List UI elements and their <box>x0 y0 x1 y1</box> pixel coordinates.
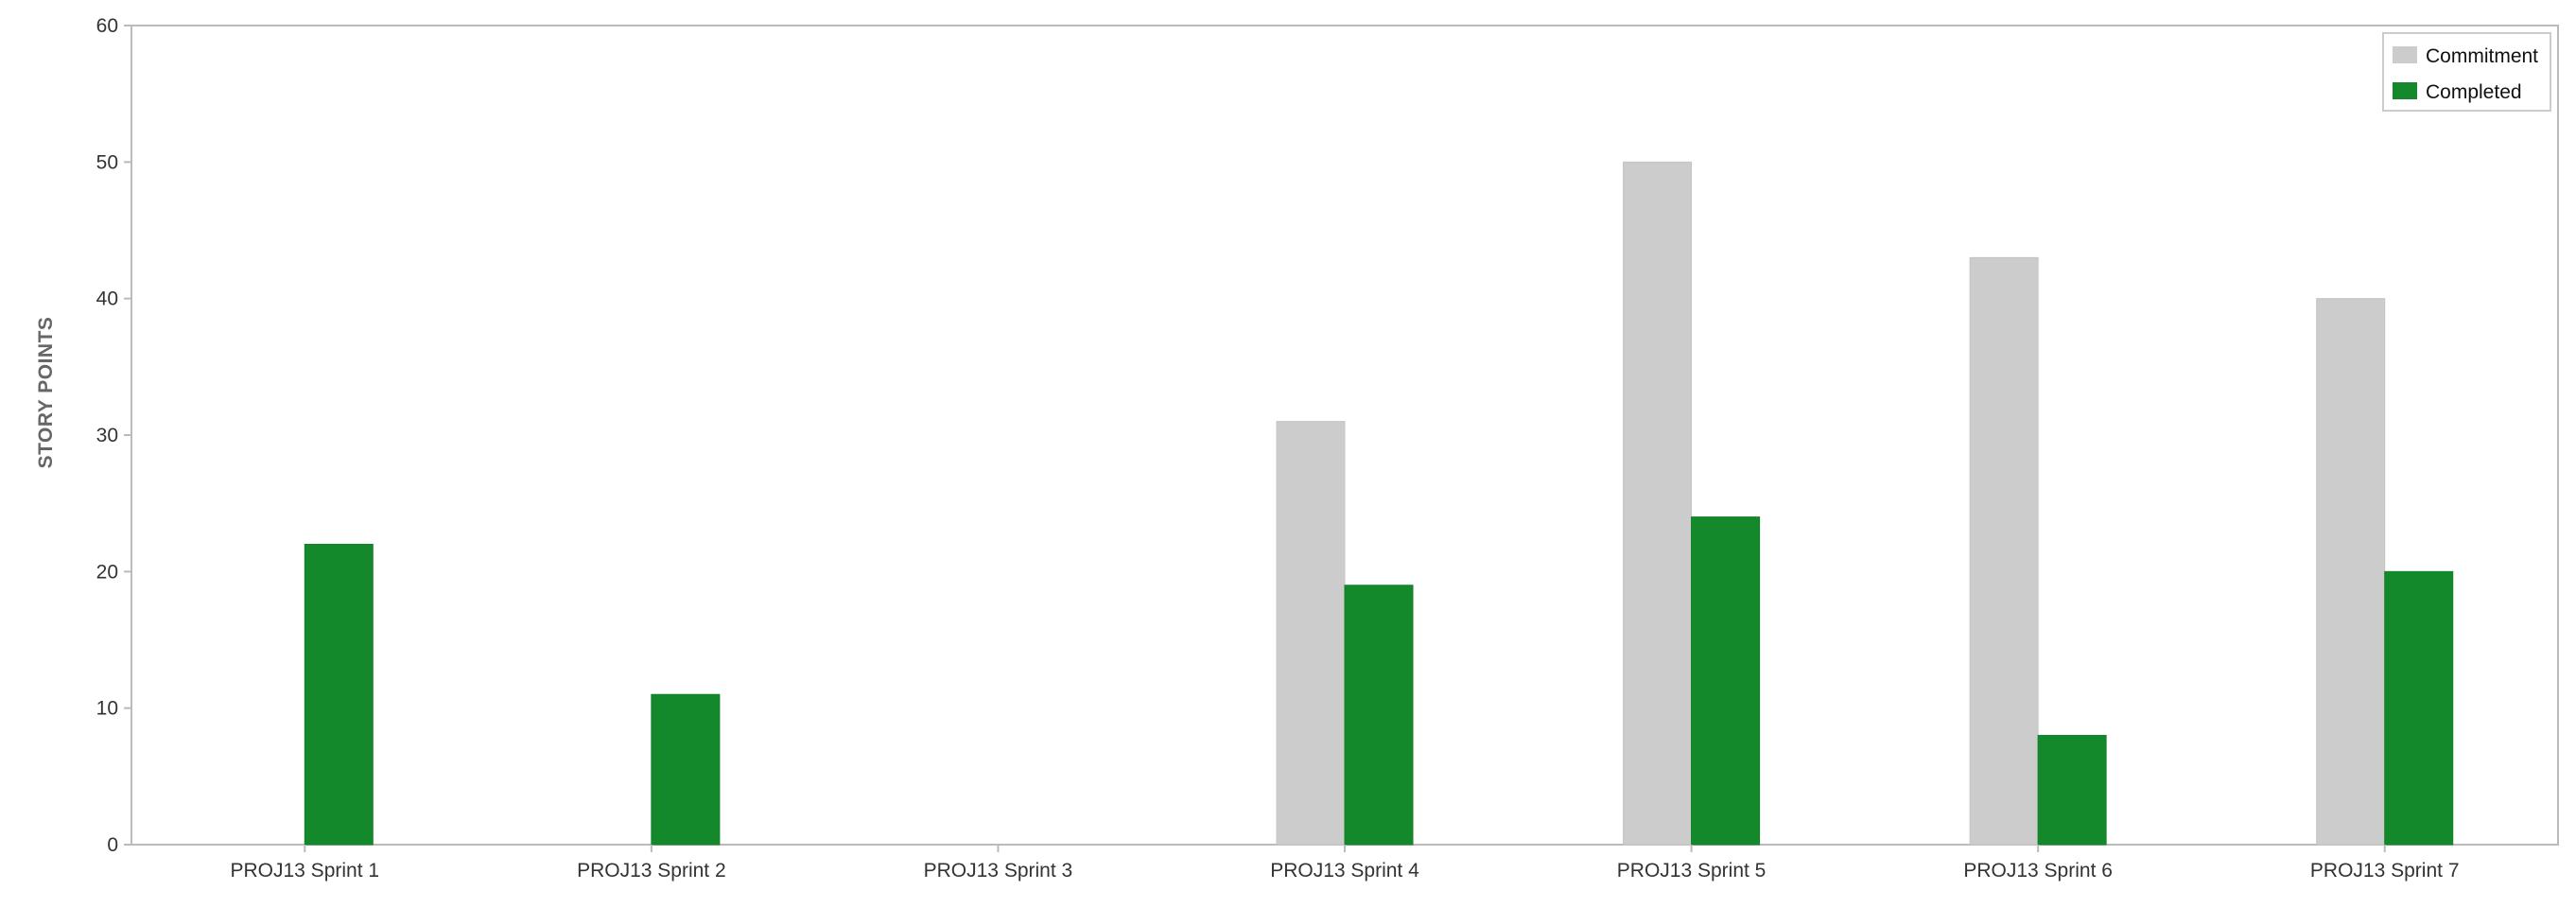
legend-swatch-completed-icon <box>2393 82 2417 99</box>
bar-completed-2[interactable] <box>651 693 721 846</box>
x-tick-label: PROJ13 Sprint 7 <box>2310 860 2460 882</box>
y-tick-label: 20 <box>96 561 118 583</box>
y-tick-label: 10 <box>96 698 118 720</box>
bar-completed-5[interactable] <box>1691 516 1761 846</box>
x-tick-label: PROJ13 Sprint 3 <box>924 860 1073 882</box>
bar-completed-1[interactable] <box>304 543 374 846</box>
bar-commitment-5[interactable] <box>1623 161 1693 846</box>
x-tick-label: PROJ13 Sprint 2 <box>577 860 726 882</box>
x-tick-label: PROJ13 Sprint 6 <box>1963 860 2113 882</box>
x-tick-label: PROJ13 Sprint 4 <box>1270 860 1419 882</box>
bar-commitment-6[interactable] <box>1969 256 2039 846</box>
y-axis: 0 10 20 30 40 50 60 <box>96 15 131 856</box>
legend-swatch-commitment-icon <box>2393 46 2417 63</box>
bars-layer <box>304 161 2454 846</box>
bar-commitment-7[interactable] <box>2316 298 2386 846</box>
x-tick-label: PROJ13 Sprint 1 <box>230 860 379 882</box>
legend: Commitment Completed <box>2382 32 2551 112</box>
y-tick-label: 0 <box>107 834 118 856</box>
legend-label-commitment: Commitment <box>2426 45 2538 67</box>
x-axis: PROJ13 Sprint 1 PROJ13 Sprint 2 PROJ13 Spr… <box>230 845 2460 882</box>
bar-commitment-4[interactable] <box>1276 421 1346 846</box>
bar-completed-4[interactable] <box>1344 585 1414 846</box>
bar-completed-6[interactable] <box>2037 735 2107 846</box>
y-tick-label: 30 <box>96 425 118 446</box>
y-tick-label: 50 <box>96 151 118 173</box>
y-tick-label: 60 <box>96 15 118 37</box>
bar-completed-7[interactable] <box>2384 570 2454 846</box>
y-tick-label: 40 <box>96 288 118 310</box>
x-tick-label: PROJ13 Sprint 5 <box>1617 860 1767 882</box>
y-axis-title: STORY POINTS <box>35 317 57 469</box>
legend-label-completed: Completed <box>2426 81 2522 103</box>
